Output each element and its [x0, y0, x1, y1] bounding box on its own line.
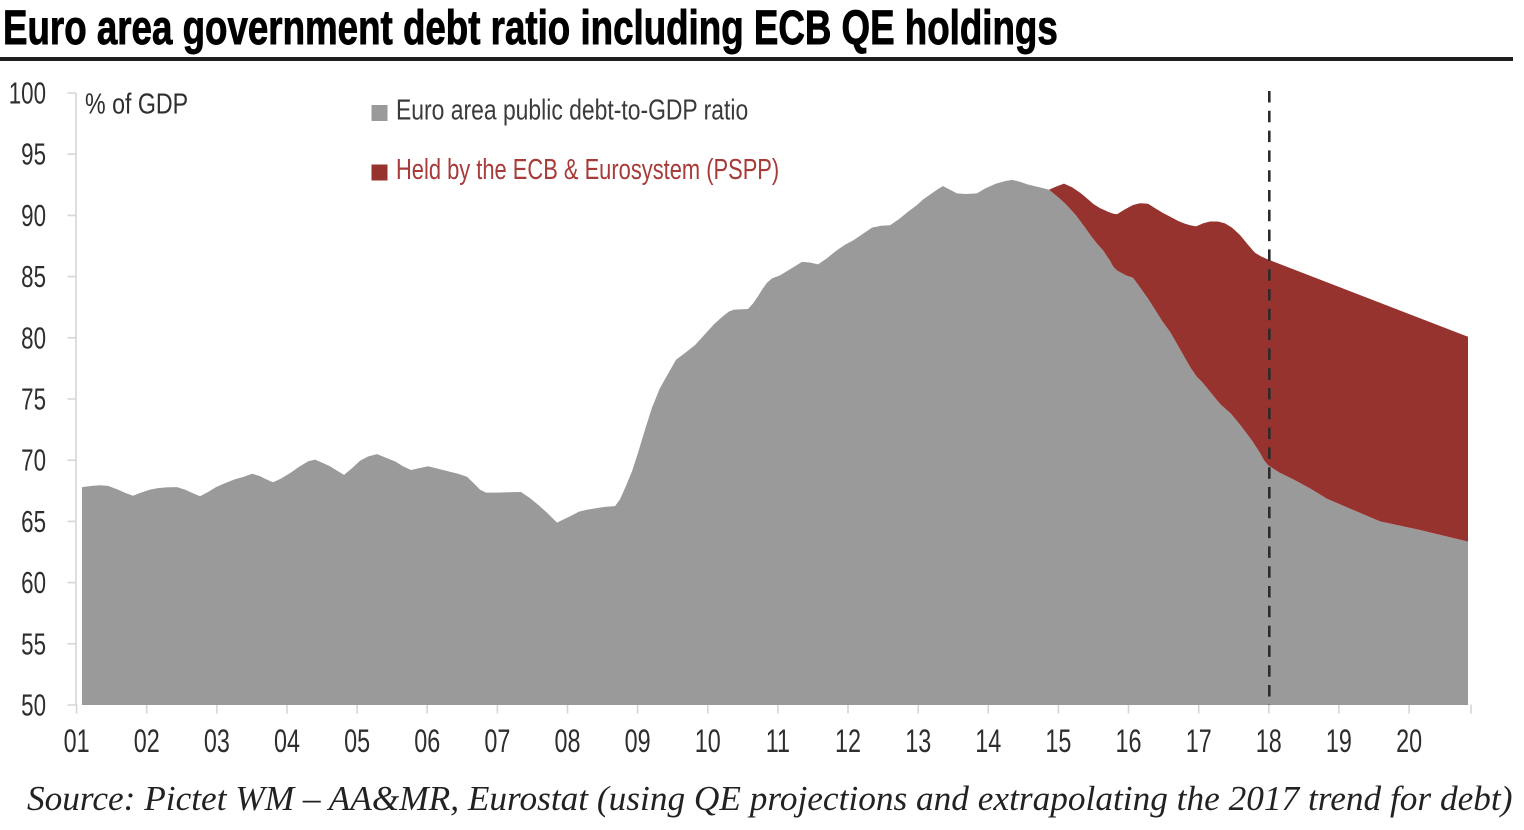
svg-text:14: 14	[975, 723, 1001, 758]
svg-text:07: 07	[484, 723, 510, 758]
svg-text:55: 55	[21, 627, 46, 661]
svg-text:12: 12	[835, 723, 861, 758]
svg-text:10: 10	[695, 723, 721, 758]
svg-text:11: 11	[766, 723, 790, 758]
svg-text:85: 85	[21, 260, 46, 294]
svg-text:70: 70	[21, 443, 46, 477]
svg-text:02: 02	[134, 723, 160, 758]
svg-text:65: 65	[21, 504, 46, 538]
svg-text:04: 04	[274, 723, 300, 758]
svg-text:95: 95	[21, 137, 46, 171]
svg-text:60: 60	[21, 566, 46, 600]
svg-text:80: 80	[21, 321, 46, 355]
svg-text:05: 05	[344, 723, 370, 758]
svg-text:03: 03	[204, 723, 230, 758]
svg-text:13: 13	[905, 723, 931, 758]
svg-text:100: 100	[9, 76, 46, 110]
svg-text:17: 17	[1186, 723, 1212, 758]
svg-text:08: 08	[555, 723, 581, 758]
svg-text:09: 09	[625, 723, 651, 758]
svg-text:20: 20	[1396, 723, 1422, 758]
svg-text:19: 19	[1326, 723, 1352, 758]
svg-text:90: 90	[21, 198, 46, 232]
svg-text:18: 18	[1256, 723, 1282, 758]
svg-text:Euro area public debt-to-GDP r: Euro area public debt-to-GDP ratio	[396, 93, 748, 126]
svg-text:16: 16	[1116, 723, 1142, 758]
svg-text:75: 75	[21, 382, 46, 416]
svg-text:50: 50	[21, 688, 46, 722]
svg-text:01: 01	[64, 723, 90, 758]
svg-text:% of GDP: % of GDP	[85, 87, 188, 120]
svg-text:06: 06	[414, 723, 440, 758]
svg-text:Held by the ECB & Eurosystem (: Held by the ECB & Eurosystem (PSPP)	[396, 154, 779, 186]
svg-text:15: 15	[1045, 723, 1071, 758]
